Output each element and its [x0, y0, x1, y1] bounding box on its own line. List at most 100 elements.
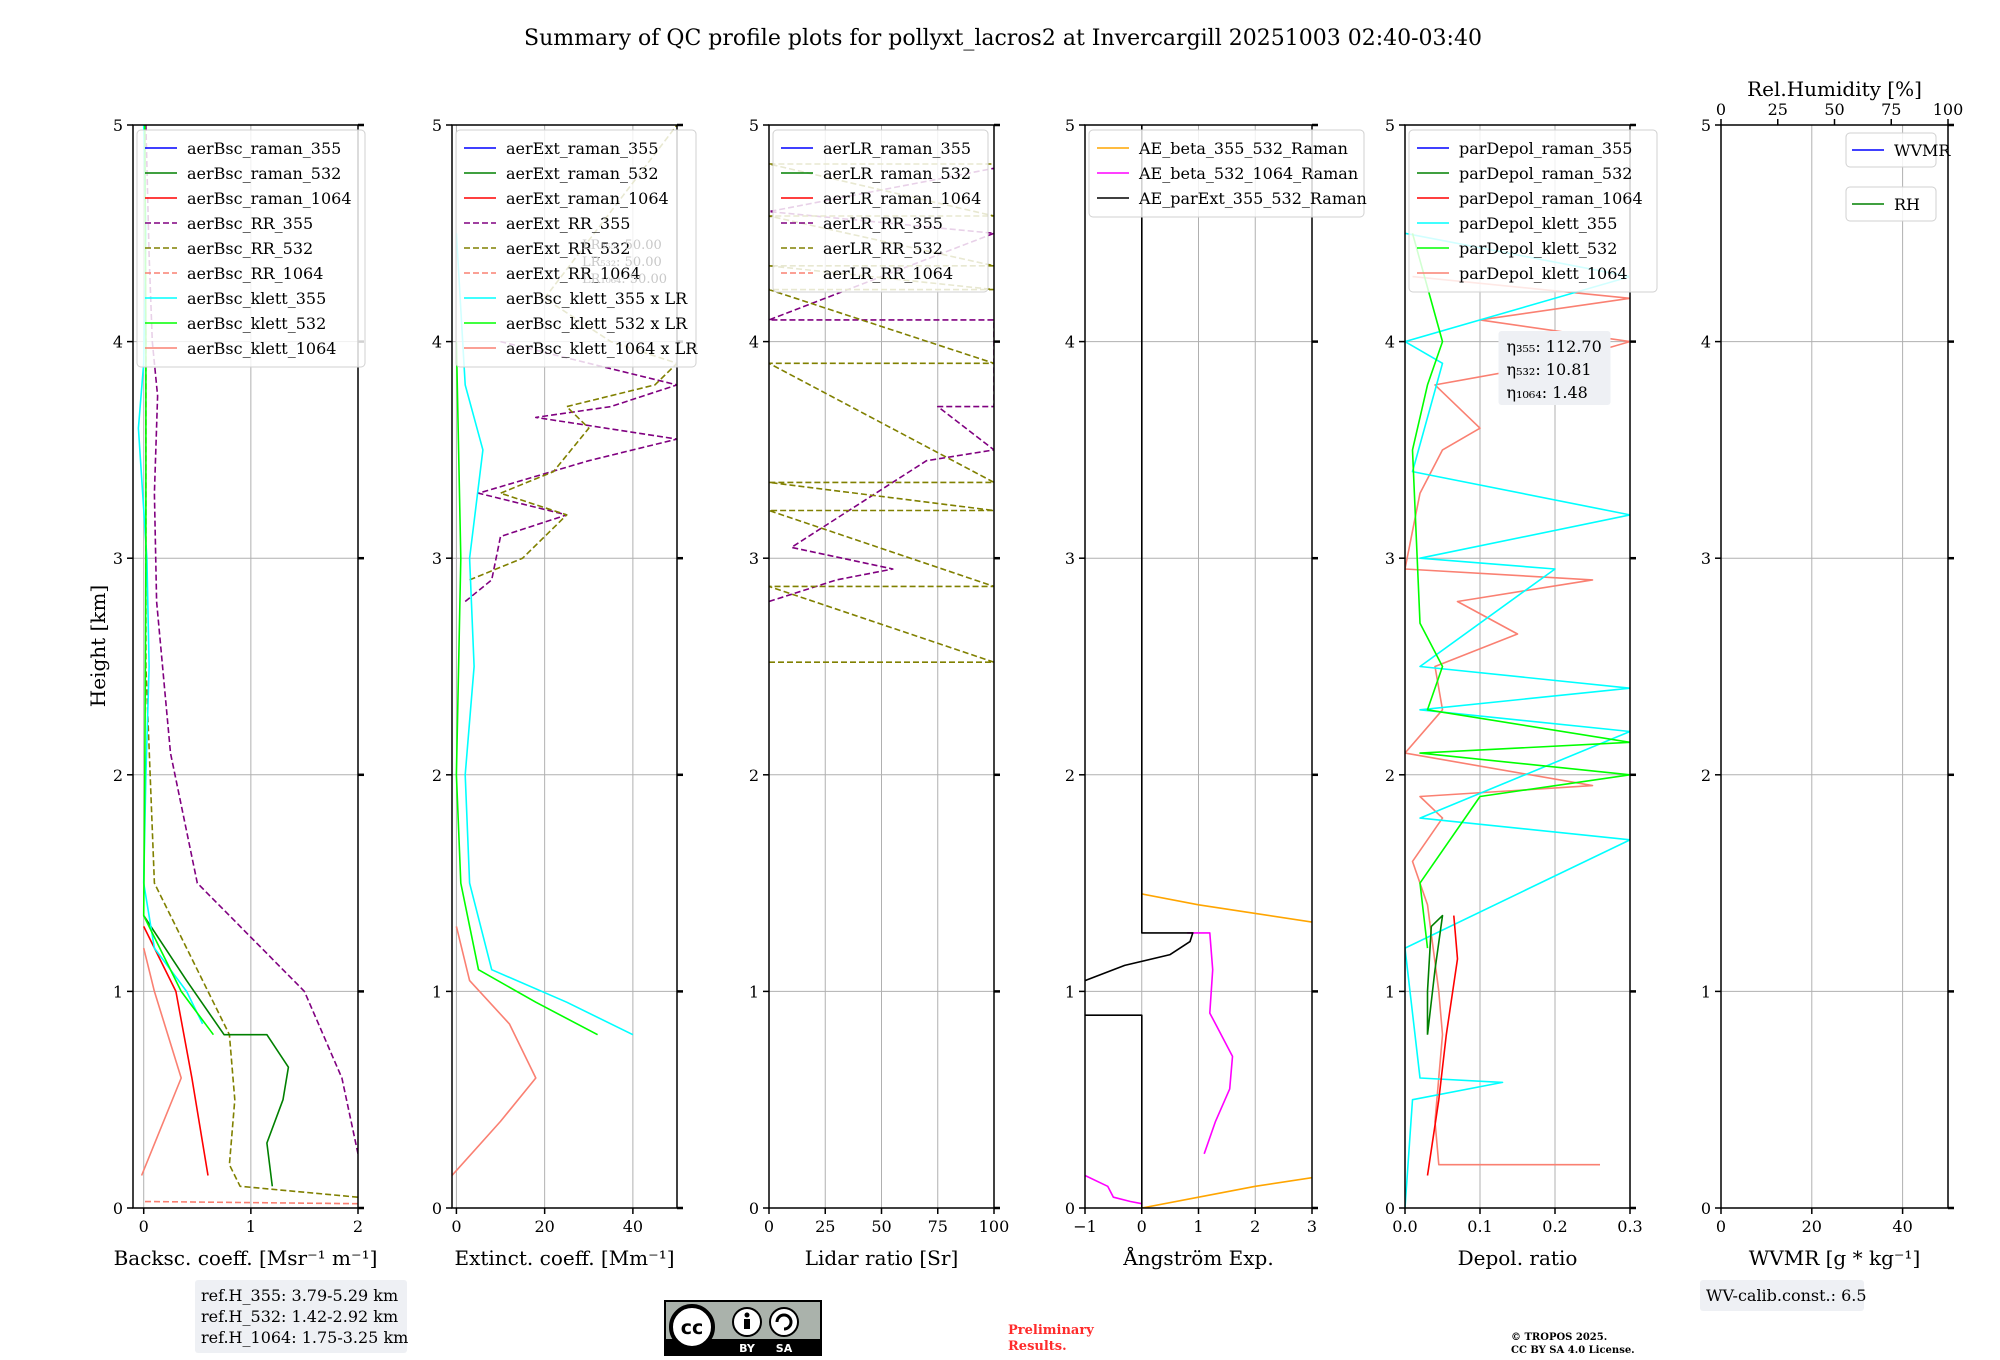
legend-entry-label: aerExt_RR_532: [506, 239, 630, 258]
x-tick-label: 3: [1307, 1217, 1317, 1236]
legend-entry-label: aerBsc_klett_355: [187, 289, 326, 308]
legend-entry-label: parDepol_raman_355: [1459, 139, 1632, 158]
legend-entry-label: AE_parExt_355_532_Raman: [1138, 189, 1367, 208]
y-tick-label: 5: [1701, 116, 1711, 135]
legend-entry-label: WVMR: [1894, 141, 1951, 160]
y-tick-label: 0: [1065, 1199, 1075, 1218]
x-tick-label: 0: [1716, 1217, 1726, 1236]
x-tick-label: 75: [928, 1217, 948, 1236]
legend: AE_beta_355_532_Raman AE_beta_532_1064_Ra…: [1088, 129, 1367, 218]
x-tick-label: 0.3: [1617, 1217, 1642, 1236]
info-box: ref.H_355: 3.79-5.29 km ref.H_532: 1.42-2…: [195, 1280, 408, 1353]
y-tick-label: 5: [749, 116, 759, 135]
eta-annotation: η₅₃₂: 10.81: [1507, 360, 1592, 379]
annotation-box: [1498, 331, 1611, 405]
y-tick-label: 3: [113, 549, 123, 568]
lidar-ratio-annotation: LR₅₃₂: 50.00: [582, 255, 662, 270]
x-tick-label: 0.1: [1467, 1217, 1492, 1236]
panel-1: 0 1 2 3 4 5 0 1 2 Backsc. coeff. [Msr⁻¹ m⁻¹] aerBs…: [113, 116, 408, 1353]
y-axis-label: Height [km]: [86, 585, 110, 707]
axes-frame: [1404, 124, 1631, 1209]
series-line-aerBsc_klett_1064: [140, 947, 182, 1176]
info-box-line: WV-calib.const.: 6.5: [1706, 1286, 1867, 1305]
series-group: [452, 125, 677, 1177]
legend-entry-label: RH: [1894, 195, 1920, 214]
x-axis-label: Ångström Exp.: [1122, 1245, 1273, 1270]
legend-entry-label: aerBsc_klett_1064: [187, 339, 336, 358]
top-x-tick-label: 0: [1716, 100, 1726, 119]
y-tick-label: 4: [1065, 333, 1075, 352]
legend-box: [772, 129, 989, 293]
x-tick-label: 1: [1193, 1217, 1203, 1236]
top-x-tick-label: 75: [1881, 100, 1901, 119]
share-alike-icon: [769, 1307, 799, 1337]
cc-badge-cc: cc: [681, 1317, 704, 1339]
legend-entry-label: aerExt_raman_532: [506, 164, 659, 183]
y-tick-label: 2: [1065, 766, 1075, 785]
y-tick-label: 2: [113, 766, 123, 785]
y-tick-label: 3: [1385, 549, 1395, 568]
x-tick-label: 2: [1250, 1217, 1260, 1236]
y-tick-label: 1: [432, 982, 442, 1001]
legend: aerBsc_raman_355 aerBsc_raman_532 aerBsc_r…: [136, 129, 366, 368]
x-tick-label: 25: [815, 1217, 835, 1236]
cc-license-badge: cc BY SA: [664, 1300, 822, 1356]
legend-entry-label: aerExt_RR_355: [506, 214, 630, 233]
legend-entry-label: aerLR_raman_355: [823, 139, 971, 158]
legend-entry-label: aerBsc_RR_1064: [187, 264, 323, 283]
legend: parDepol_raman_355 parDepol_raman_532 parD…: [1408, 129, 1658, 293]
legend-entry-label: aerExt_raman_355: [506, 139, 659, 158]
legend-entry-label: aerLR_raman_532: [823, 164, 971, 183]
series-group: [1085, 125, 1312, 1208]
x-tick-label: 0: [451, 1217, 461, 1236]
axes-frame: [1720, 124, 1949, 1209]
panel-annotation: η₃₅₅: 112.70 η₅₃₂: 10.81 η₁₀₆₄: 1.48: [1498, 331, 1611, 405]
x-tick-label: 20: [1802, 1217, 1822, 1236]
axes-frame: [451, 124, 678, 1209]
cc-badge-by: BY: [739, 1342, 756, 1355]
legend-entry-label: aerBsc_klett_532 x LR: [506, 314, 688, 333]
y-tick-label: 0: [113, 1199, 123, 1218]
series-line-AE_beta_355_532_Raman: [1141, 1176, 1312, 1208]
y-tick-label: 2: [1701, 766, 1711, 785]
y-tick-label: 5: [113, 116, 123, 135]
legend-entry-label: aerLR_RR_532: [823, 239, 943, 258]
top-x-tick-label: 50: [1824, 100, 1844, 119]
y-tick-label: 0: [749, 1199, 759, 1218]
y-tick-label: 3: [432, 549, 442, 568]
x-axis-label: Extinct. coeff. [Mm⁻¹]: [454, 1246, 674, 1270]
y-tick-label: 5: [1385, 116, 1395, 135]
cc-badge-sa: SA: [776, 1342, 793, 1355]
legend-entry-label: aerBsc_klett_1064 x LR: [506, 339, 698, 358]
legend-entry-label: parDepol_klett_355: [1459, 214, 1617, 233]
eta-annotation: η₃₅₅: 112.70: [1507, 337, 1602, 356]
y-tick-label: 1: [1065, 982, 1075, 1001]
y-tick-label: 0: [1701, 1199, 1711, 1218]
figure-title: Summary of QC profile plots for pollyxt_…: [524, 26, 1482, 51]
series-line-AE_beta_532_1064_Raman: [1187, 932, 1234, 1155]
y-tick-label: 1: [1701, 982, 1711, 1001]
legend-entry-label: aerExt_RR_1064: [506, 264, 641, 283]
lidar-ratio-annotation: LR₃₅₅: 50.00: [582, 238, 662, 253]
y-tick-label: 3: [1065, 549, 1075, 568]
legend-box: [1088, 129, 1365, 218]
legend: aerExt_raman_355 aerExt_raman_532 aerExt_r…: [455, 129, 698, 368]
preliminary-label-2: Results.: [1008, 1339, 1067, 1354]
x-tick-label: 100: [979, 1217, 1010, 1236]
series-group: [1405, 232, 1630, 1208]
series-line-parDepol_raman_532: [1426, 914, 1444, 1035]
top-x-axis-label: Rel.Humidity [%]: [1747, 77, 1922, 101]
info-box: WV-calib.const.: 6.5: [1700, 1280, 1867, 1311]
info-box-bg: [195, 1280, 407, 1353]
panel-annotation: LR₃₅₅: 50.00 LR₅₃₂: 50.00 LR₁₀₆₄: 50.00: [582, 238, 667, 287]
x-tick-label: 0: [764, 1217, 774, 1236]
y-tick-label: 3: [749, 549, 759, 568]
y-tick-label: 1: [749, 982, 759, 1001]
legend-entry-label: AE_beta_532_1064_Raman: [1138, 164, 1358, 183]
legend-entry-label: parDepol_raman_1064: [1459, 189, 1643, 208]
legend-box: [455, 129, 697, 368]
info-box-line: ref.H_532: 1.42-2.92 km: [201, 1307, 398, 1326]
y-tick-label: 3: [1701, 549, 1711, 568]
